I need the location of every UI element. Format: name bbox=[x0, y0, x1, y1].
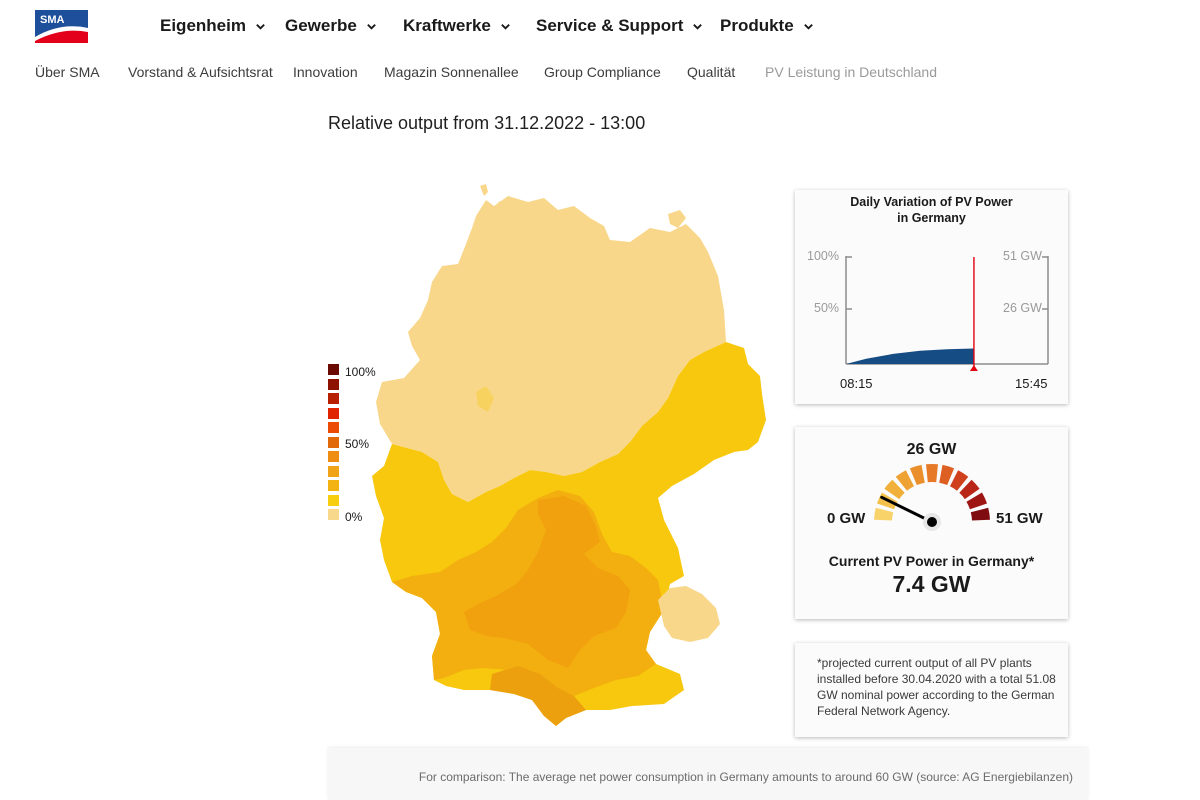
current-time-marker-triangle bbox=[969, 365, 978, 371]
daily-variation-title-line1: Daily Variation of PV Power bbox=[850, 195, 1013, 209]
nav-label-produkte: Produkte bbox=[720, 16, 794, 35]
page-title: Relative output from 31.12.2022 - 13:00 bbox=[328, 113, 646, 133]
subnav-item-vorstand[interactable]: Vorstand & Aufsichtsrat bbox=[128, 64, 273, 80]
nav-item-produkte[interactable]: Produkte bbox=[720, 14, 830, 38]
footnote-text: *projected current output of all PV plan… bbox=[817, 656, 1056, 718]
gauge-segment bbox=[966, 492, 987, 510]
nav-label-eigenheim: Eigenheim bbox=[160, 16, 246, 35]
gauge-top-label: 26 GW bbox=[906, 441, 957, 458]
gauge-segment bbox=[959, 479, 980, 500]
right-tick-51gw: 51 GW bbox=[1003, 249, 1042, 263]
map-region-kassel bbox=[476, 386, 494, 412]
gauge-segment bbox=[909, 464, 925, 485]
gauge-min-label: 0 GW bbox=[827, 510, 866, 527]
chevron-down-icon bbox=[256, 23, 265, 30]
subnav-item-innovation[interactable]: Innovation bbox=[293, 64, 358, 80]
legend-swatch bbox=[328, 466, 339, 477]
daily-variation-panel: Daily Variation of PV Power in Germany 1… bbox=[795, 190, 1068, 404]
sma-logo-mark: SMA bbox=[35, 10, 88, 43]
legend-swatch bbox=[328, 480, 339, 491]
x-end-label: 15:45 bbox=[1015, 376, 1048, 391]
logo-swoosh-red bbox=[35, 30, 88, 43]
legend-swatch bbox=[328, 451, 339, 462]
nav-item-kraftwerke[interactable]: Kraftwerke bbox=[403, 14, 536, 38]
map-region-south-core bbox=[464, 496, 630, 668]
legend-label-0: 0% bbox=[345, 510, 363, 524]
gauge-max-label: 51 GW bbox=[996, 510, 1043, 527]
chevron-down-icon bbox=[501, 23, 510, 30]
gauge-needle bbox=[880, 495, 934, 524]
gauge-segment bbox=[950, 470, 969, 491]
legend-swatch bbox=[328, 379, 339, 390]
nav-label-service-support: Service & Support bbox=[536, 16, 684, 35]
legend-swatch bbox=[328, 509, 339, 520]
gauge-segment bbox=[874, 507, 894, 521]
daily-variation-title: Daily Variation of PV Power in Germany bbox=[795, 194, 1068, 226]
daily-variation-chart bbox=[845, 256, 1049, 371]
germany-output-map bbox=[368, 180, 774, 728]
sub-navigation: Über SMA Vorstand & Aufsichtsrat Innovat… bbox=[35, 64, 937, 80]
gauge-segments bbox=[874, 463, 990, 521]
left-tick-50: 50% bbox=[814, 301, 840, 315]
subnav-item-group-compliance[interactable]: Group Compliance bbox=[544, 64, 661, 80]
legend-swatch bbox=[328, 495, 339, 506]
pv-power-area bbox=[846, 348, 974, 364]
gauge-segment bbox=[970, 507, 990, 521]
comparison-footer: For comparison: The average net power co… bbox=[328, 748, 1088, 800]
footnote-panel: *projected current output of all PV plan… bbox=[795, 643, 1068, 737]
x-start-label: 08:15 bbox=[840, 376, 873, 391]
nav-item-gewerbe[interactable]: Gewerbe bbox=[285, 14, 403, 38]
legend-swatch bbox=[328, 408, 339, 419]
germany-map-svg bbox=[372, 184, 766, 726]
legend-swatch bbox=[328, 422, 339, 433]
comparison-text: For comparison: The average net power co… bbox=[418, 770, 1073, 784]
chevron-down-icon bbox=[366, 23, 376, 30]
left-tick-100: 100% bbox=[807, 249, 839, 263]
logo-swoosh-white bbox=[35, 26, 88, 43]
daily-variation-title-line2: in Germany bbox=[897, 211, 966, 225]
gauge-hub bbox=[927, 517, 937, 527]
legend-label-50: 50% bbox=[345, 437, 370, 451]
gauge-panel: 26 GW 0 GW 51 GW Current PV Power in Ger… bbox=[795, 427, 1068, 619]
power-gauge bbox=[874, 463, 990, 531]
current-pv-power-value: 7.4 GW bbox=[892, 571, 971, 597]
nav-label-gewerbe: Gewerbe bbox=[285, 16, 357, 35]
legend-swatch bbox=[328, 437, 339, 448]
legend-swatch bbox=[328, 393, 339, 404]
map-region-north bbox=[376, 196, 726, 502]
main-navigation: Eigenheim Gewerbe Kraftwerke Service & S… bbox=[160, 14, 830, 38]
gauge-segment bbox=[926, 463, 938, 483]
nav-label-kraftwerke: Kraftwerke bbox=[403, 16, 491, 35]
nav-item-eigenheim[interactable]: Eigenheim bbox=[160, 14, 285, 38]
subnav-item-ueber-sma[interactable]: Über SMA bbox=[35, 64, 100, 80]
nav-item-service-support[interactable]: Service & Support bbox=[536, 14, 720, 38]
right-tick-26gw: 26 GW bbox=[1003, 301, 1042, 315]
subnav-item-magazin[interactable]: Magazin Sonnenallee bbox=[384, 64, 519, 80]
subnav-item-qualitaet[interactable]: Qualität bbox=[687, 64, 736, 80]
sma-logo[interactable]: SMA bbox=[35, 10, 88, 43]
legend-swatch bbox=[328, 364, 339, 375]
map-region-south-alps bbox=[490, 666, 586, 726]
legend-label-100: 100% bbox=[345, 365, 376, 379]
chevron-down-icon bbox=[803, 23, 813, 30]
gauge-segment bbox=[895, 470, 914, 491]
gauge-caption: Current PV Power in Germany* bbox=[828, 553, 1035, 569]
logo-text: SMA bbox=[40, 14, 65, 26]
subnav-item-pv-leistung[interactable]: PV Leistung in Deutschland bbox=[765, 64, 937, 80]
map-region-south-east bbox=[658, 586, 720, 642]
gauge-segment bbox=[939, 464, 955, 485]
chevron-down-icon bbox=[693, 23, 703, 30]
gauge-segment bbox=[884, 479, 905, 500]
